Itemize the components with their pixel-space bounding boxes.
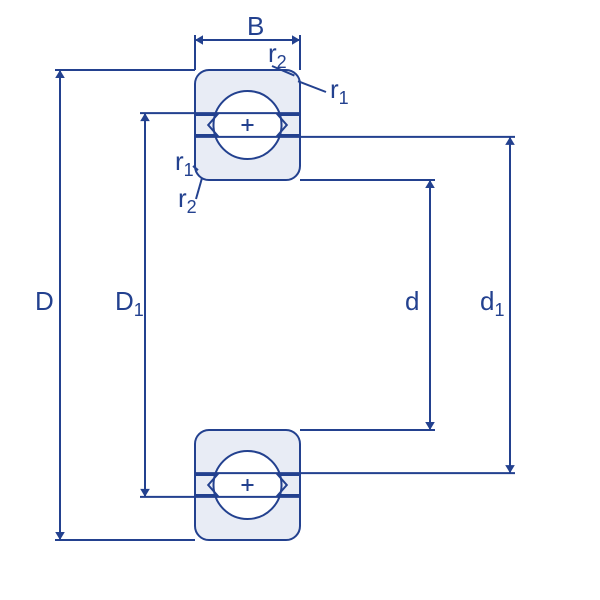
svg-text:r2: r2 bbox=[268, 38, 287, 72]
svg-text:r1: r1 bbox=[330, 74, 349, 108]
svg-text:D1: D1 bbox=[115, 286, 144, 320]
svg-text:d1: d1 bbox=[480, 286, 504, 320]
svg-text:D: D bbox=[35, 286, 54, 316]
svg-text:r1: r1 bbox=[175, 146, 194, 180]
svg-text:r2: r2 bbox=[178, 183, 197, 217]
svg-text:B: B bbox=[247, 11, 264, 41]
svg-text:d: d bbox=[405, 286, 419, 316]
